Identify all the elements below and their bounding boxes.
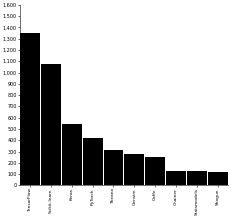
Bar (83, 138, 103, 186)
Bar (187, 171, 207, 186)
Bar (145, 157, 165, 186)
Bar (41, 64, 61, 186)
Bar (125, 154, 144, 186)
Bar (62, 124, 82, 186)
Bar (20, 33, 40, 186)
Bar (208, 172, 228, 186)
Bar (166, 171, 186, 186)
Bar (103, 150, 123, 186)
